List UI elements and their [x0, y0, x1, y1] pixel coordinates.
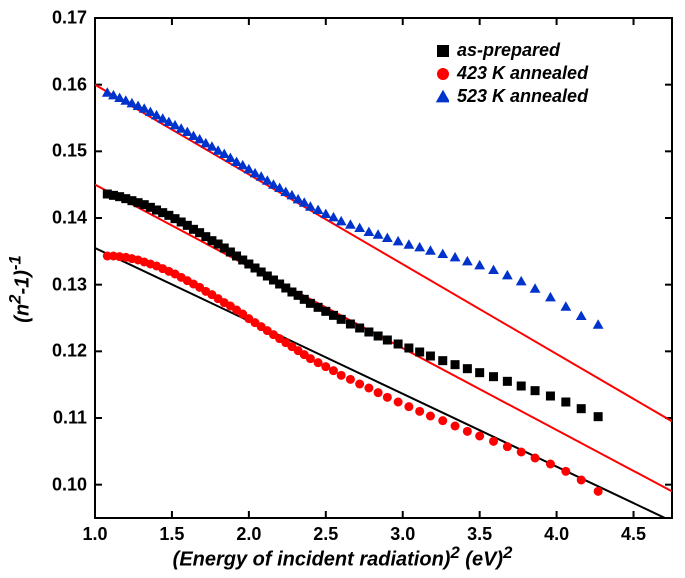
y-tick-label: 0.14 [52, 208, 87, 229]
legend-item: 423 K annealed [435, 63, 588, 84]
y-tick-label: 0.17 [52, 8, 87, 29]
legend-item: 523 K annealed [435, 86, 588, 107]
y-tick-label: 0.15 [52, 141, 87, 162]
square-icon [435, 44, 449, 58]
x-tick-label: 1.0 [82, 524, 107, 545]
x-axis-label: (Energy of incident radiation)2 (eV)2 [173, 543, 513, 572]
legend-label: 523 K annealed [457, 86, 588, 107]
x-tick-label: 3.5 [467, 524, 492, 545]
y-tick-label: 0.11 [53, 408, 87, 429]
x-tick-label: 2.0 [236, 524, 261, 545]
x-tick-label: 4.0 [544, 524, 569, 545]
x-tick-label: 1.5 [159, 524, 184, 545]
legend: as-prepared423 K annealed523 K annealed [435, 40, 588, 109]
y-tick-label: 0.10 [52, 474, 87, 495]
x-tick-label: 3.0 [390, 524, 415, 545]
triangle-icon [435, 90, 449, 104]
chart-container: (n2-1)-1 (Energy of incident radiation)2… [0, 0, 685, 578]
y-axis-label: (n2-1)-1 [6, 255, 35, 322]
legend-item: as-prepared [435, 40, 588, 61]
legend-label: 423 K annealed [457, 63, 588, 84]
y-tick-label: 0.16 [52, 74, 87, 95]
x-tick-label: 4.5 [621, 524, 646, 545]
y-tick-label: 0.13 [52, 274, 87, 295]
legend-label: as-prepared [457, 40, 560, 61]
x-tick-label: 2.5 [313, 524, 338, 545]
circle-icon [435, 67, 449, 81]
y-tick-label: 0.12 [52, 341, 87, 362]
